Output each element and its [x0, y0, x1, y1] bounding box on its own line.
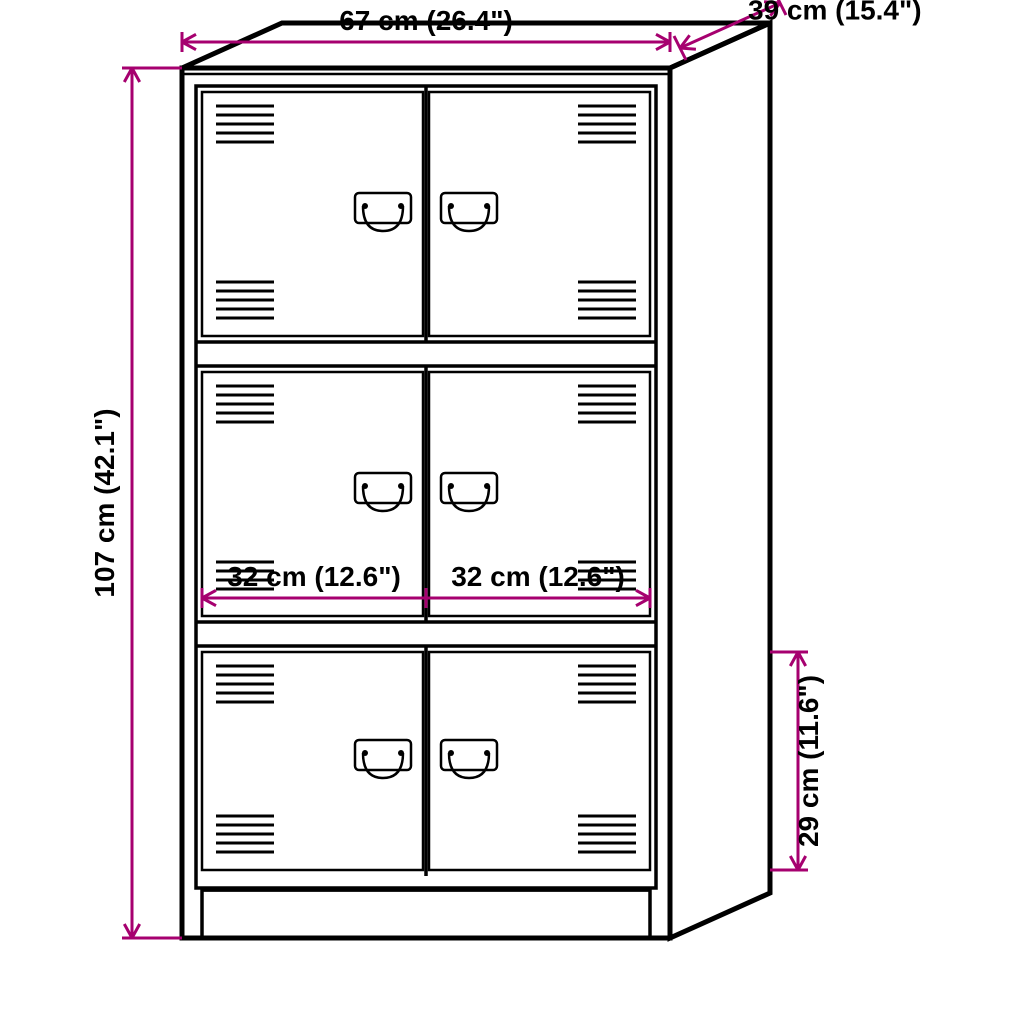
dimensions: 67 cm (26.4") 39 cm (15.4") 107 cm (42.1")… [89, 0, 922, 938]
dim-height-label: 107 cm (42.1") [89, 408, 120, 597]
door-r1-c1 [202, 92, 423, 336]
cabinet [182, 23, 770, 938]
dim-depth-label: 39 cm (15.4") [748, 0, 922, 26]
door-r3-c2 [429, 652, 650, 870]
door-r1-c2 [429, 92, 650, 336]
door-row-3 [202, 646, 650, 876]
dim-doorw-left-label: 32 cm (12.6") [227, 561, 401, 592]
dim-doorh-label: 29 cm (11.6") [793, 675, 824, 847]
dim-width-label: 67 cm (26.4") [339, 5, 513, 36]
dim-doorw-right-label: 32 cm (12.6") [451, 561, 625, 592]
door-row-1 [202, 86, 650, 342]
door-r3-c1 [202, 652, 423, 870]
